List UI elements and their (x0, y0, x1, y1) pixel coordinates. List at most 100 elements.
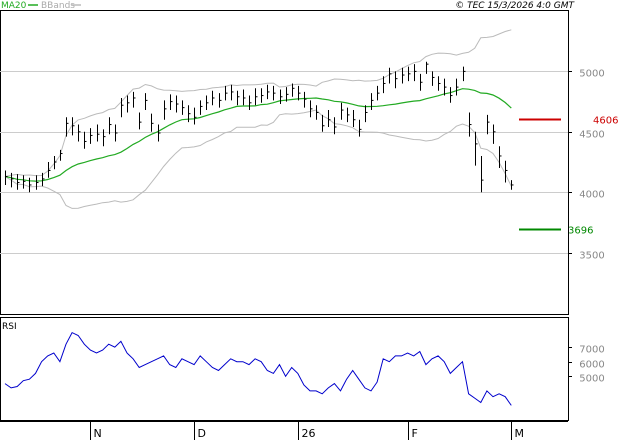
price-bar (127, 95, 130, 113)
price-bar (103, 129, 106, 147)
price-bar (469, 112, 472, 137)
price-bar (414, 64, 417, 82)
price-bar (261, 88, 264, 103)
price-bar (420, 73, 423, 91)
price-bar (377, 85, 380, 101)
price-bar (145, 93, 148, 111)
price-bar (255, 88, 258, 106)
price-bar (151, 113, 154, 132)
rsi-series (4, 331, 512, 406)
bband-lower (4, 109, 512, 209)
price-bar (341, 102, 344, 120)
rsi-tick-label: 6000 (579, 360, 604, 371)
price-bar (438, 76, 441, 91)
price-bar (322, 114, 325, 132)
price-bar (280, 89, 283, 105)
price-tick-label: 4000 (579, 190, 604, 201)
price-bar (273, 85, 276, 101)
price-bar (23, 175, 26, 189)
price-bar (170, 94, 173, 111)
time-tick-label: N (94, 427, 102, 440)
ma20-line (4, 88, 512, 182)
price-bar (194, 107, 197, 125)
price-bar (158, 124, 161, 142)
price-bar (450, 87, 453, 103)
time-tick-label: F (412, 427, 418, 440)
price-bar (231, 84, 234, 101)
price-bar (60, 149, 63, 161)
price-bar (383, 76, 386, 94)
price-bar (402, 67, 405, 84)
price-bar (463, 66, 466, 82)
price-bar (78, 124, 81, 142)
price-bar (54, 155, 57, 170)
price-bar (225, 85, 228, 101)
price-gridlines (0, 71, 568, 254)
price-bar (334, 117, 337, 135)
price-bar (17, 174, 20, 190)
price-bar (206, 95, 209, 111)
price-bar (139, 112, 142, 130)
price-bar (164, 100, 167, 120)
price-bar (249, 95, 252, 111)
price-bar (359, 119, 362, 137)
price-bar (212, 90, 215, 106)
price-bar (365, 105, 368, 123)
rsi-title: RSI (2, 322, 17, 332)
price-bar (200, 100, 203, 115)
price-axis: 3500 4000 4500 5000 (568, 11, 605, 313)
price-bar (371, 93, 374, 111)
price-bar (219, 93, 222, 108)
price-bar (188, 105, 191, 123)
price-bar (267, 84, 270, 100)
rsi-tick-label: 7000 (579, 345, 604, 356)
price-bar (493, 124, 496, 144)
price-bar (432, 71, 435, 86)
price-bar (133, 91, 136, 108)
price-bar (84, 131, 87, 149)
price-bar (42, 172, 45, 187)
price-bar (456, 78, 459, 96)
price-bar (487, 114, 490, 135)
time-tick-label: 26 (302, 427, 316, 440)
bband-upper (4, 29, 512, 177)
levels: 4606 3696 (519, 116, 618, 237)
legend-ma20: MA20 (1, 1, 27, 11)
price-bar (347, 107, 350, 123)
price-tick-label: 5000 (579, 69, 604, 80)
price-bar (475, 131, 478, 166)
price-bar (97, 124, 100, 142)
price-bar (109, 117, 112, 135)
ma20-series (4, 88, 512, 182)
time-tick-label: M (515, 427, 525, 440)
price-bars (5, 61, 514, 193)
support-label: 3696 (568, 226, 593, 237)
price-bar (444, 78, 447, 96)
price-bar (316, 105, 319, 120)
rsi-panel (0, 317, 569, 421)
price-bar (243, 89, 246, 106)
price-bar (304, 91, 307, 108)
price-bar (511, 180, 514, 190)
price-bar (237, 90, 240, 106)
rsi-line (4, 331, 512, 406)
price-bar (90, 128, 93, 144)
price-bar (426, 61, 429, 74)
price-bar (328, 110, 331, 127)
legend-bbands: BBands (41, 1, 75, 11)
price-bar (481, 155, 484, 193)
resistance-label: 4606 (593, 116, 618, 127)
price-bar (292, 83, 295, 97)
price-bar (121, 97, 124, 118)
price-bar (182, 100, 185, 115)
price-tick-label: 3500 (579, 251, 604, 262)
time-tick-label: D (198, 427, 206, 440)
copyright-text: © TEC 15/3/2026 4:0 GMT (455, 1, 575, 11)
price-bar (66, 117, 69, 137)
price-bar (5, 170, 8, 185)
price-tick-label: 4500 (579, 130, 604, 141)
price-panel (0, 10, 569, 315)
price-bar (395, 71, 398, 89)
price-bar (72, 117, 75, 136)
